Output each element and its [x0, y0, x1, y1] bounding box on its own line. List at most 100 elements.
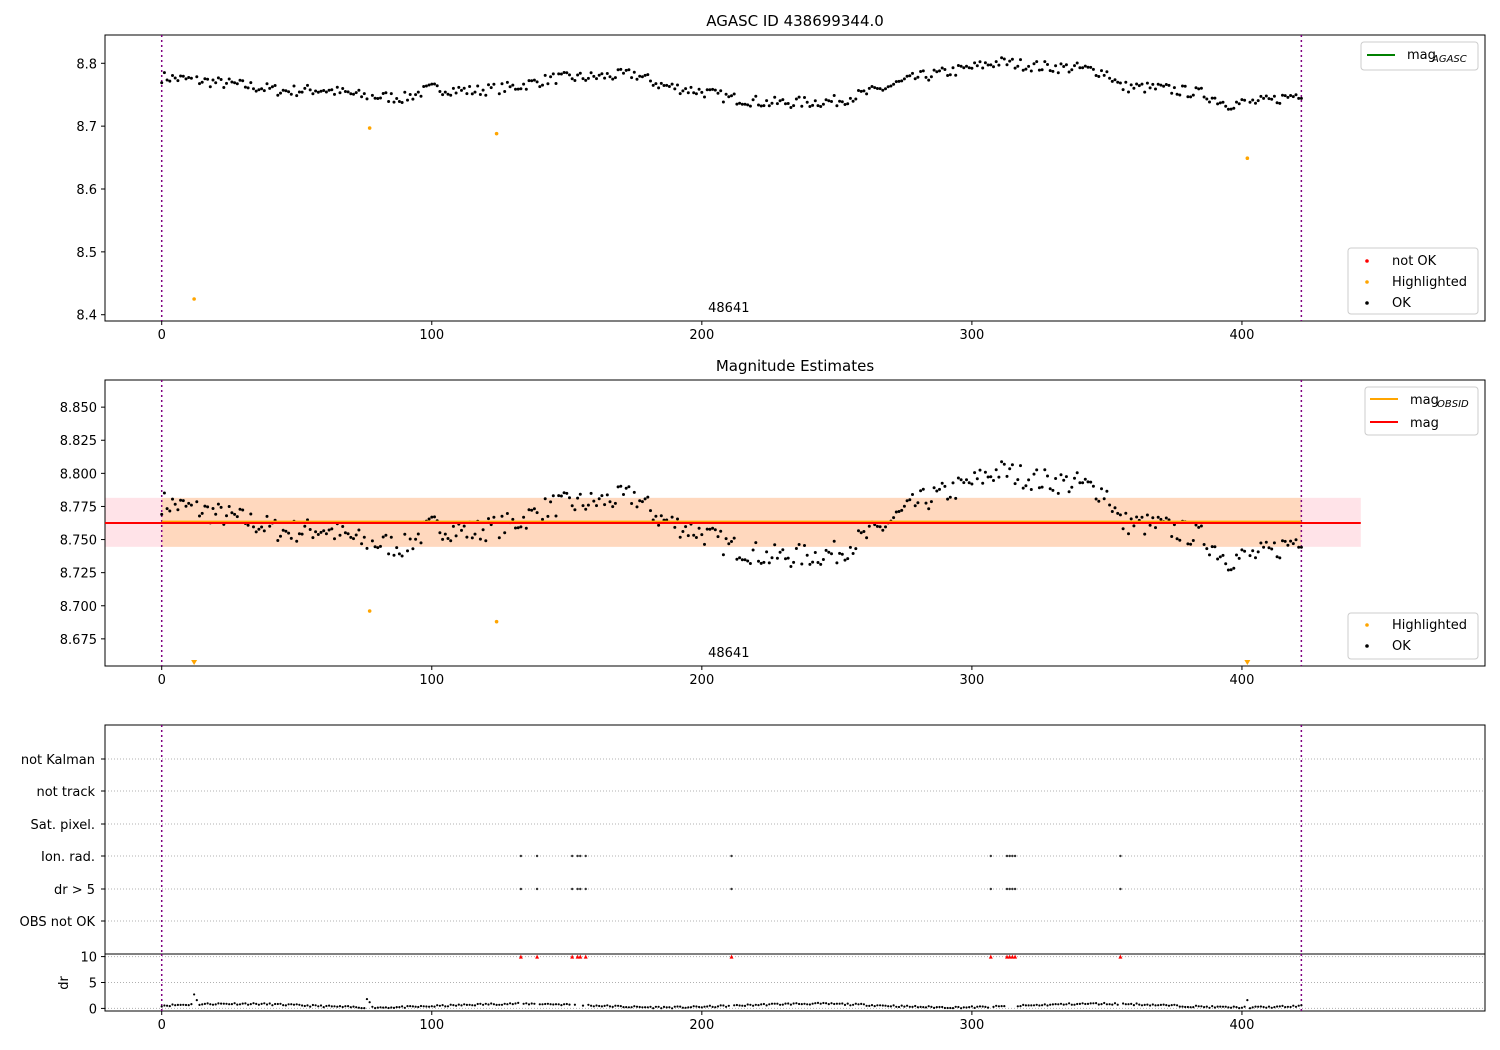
- ok-point: [497, 536, 501, 540]
- ok-point: [603, 503, 607, 507]
- dr-point: [735, 1003, 739, 1007]
- ok-point: [838, 551, 842, 555]
- dr-point: [363, 1007, 366, 1010]
- ok-point: [654, 82, 658, 86]
- ok-point: [1005, 63, 1009, 67]
- ok-point: [638, 74, 642, 78]
- dr-point: [265, 1003, 269, 1006]
- y-tick-label: 0: [89, 1002, 97, 1017]
- dr-point: [292, 1003, 296, 1006]
- dr-point: [914, 1004, 917, 1008]
- dr-point: [252, 1002, 255, 1005]
- y-tick-label: 8.4: [76, 309, 97, 324]
- ok-point: [181, 499, 185, 503]
- ok-point: [187, 501, 191, 505]
- ok-point: [362, 535, 366, 539]
- ok-point: [160, 81, 164, 85]
- dr-point: [1176, 1004, 1179, 1007]
- flag-point-dr5: [1011, 887, 1014, 891]
- ok-point: [970, 66, 974, 70]
- ok-point: [1140, 515, 1144, 519]
- ok-point: [848, 96, 852, 100]
- ok-point: [1054, 477, 1058, 480]
- dr-point: [195, 999, 198, 1002]
- dr-point: [606, 1004, 609, 1007]
- dr-point: [365, 997, 369, 1001]
- dr-point: [1230, 1006, 1233, 1009]
- ok-point: [857, 529, 860, 533]
- dr-point: [446, 1005, 450, 1008]
- dr-point: [657, 1005, 660, 1008]
- ok-point: [797, 95, 801, 99]
- ok-point: [235, 515, 239, 519]
- dr-point: [776, 1002, 779, 1005]
- ok-point: [1175, 92, 1179, 96]
- dr-point: [1027, 1004, 1030, 1007]
- dr-point: [911, 1005, 914, 1009]
- ok-point: [775, 556, 779, 560]
- dr-point: [689, 1006, 693, 1009]
- ok-point: [686, 91, 690, 95]
- ok-point: [1046, 63, 1049, 66]
- ok-point: [576, 73, 580, 77]
- dr-point: [884, 1004, 887, 1007]
- ok-point: [370, 93, 374, 97]
- dr-point: [417, 1005, 420, 1009]
- ok-point: [1281, 539, 1284, 543]
- ok-point: [171, 497, 174, 501]
- ok-point: [992, 65, 995, 69]
- ok-point: [254, 530, 258, 534]
- ok-point: [1035, 60, 1039, 64]
- ok-point: [1178, 93, 1182, 97]
- ok-point: [1108, 76, 1112, 80]
- dr-point: [644, 1006, 647, 1009]
- ok-point: [859, 531, 863, 535]
- ok-point: [433, 515, 436, 519]
- ok-point: [1156, 82, 1160, 86]
- ok-point: [414, 537, 418, 541]
- ok-point: [700, 90, 704, 94]
- dr-point: [255, 1002, 258, 1006]
- ok-point: [835, 104, 839, 108]
- dr-point: [1065, 1003, 1068, 1006]
- dr-point: [560, 1004, 563, 1007]
- ok-point: [878, 525, 882, 529]
- dr-point: [441, 1004, 444, 1007]
- ok-point: [443, 90, 447, 94]
- dr-point: [1130, 1002, 1133, 1006]
- ok-point: [716, 91, 720, 95]
- ok-point: [241, 508, 245, 512]
- ok-point: [1164, 83, 1168, 86]
- dr-clipped-marker: [1007, 954, 1012, 959]
- ok-point: [435, 84, 439, 88]
- dr-point: [1108, 1003, 1111, 1006]
- ok-point: [697, 87, 701, 91]
- ok-point: [514, 526, 517, 530]
- ok-point: [530, 79, 534, 83]
- ok-point: [775, 102, 779, 106]
- dr-point: [833, 1002, 836, 1006]
- ok-point: [352, 537, 355, 541]
- ok-point: [676, 83, 679, 87]
- ok-point: [813, 99, 817, 103]
- ok-point: [832, 94, 836, 97]
- ok-point: [1170, 535, 1174, 538]
- ok-point: [994, 468, 998, 472]
- ok-point: [1159, 83, 1163, 87]
- ok-point: [681, 89, 685, 93]
- dr-point: [876, 1004, 879, 1007]
- flag-point-ion-rad: [571, 854, 574, 858]
- ok-point: [395, 97, 399, 100]
- ok-point: [611, 77, 615, 81]
- ok-point: [765, 99, 769, 103]
- dr-point: [795, 1002, 798, 1005]
- ok-point: [1175, 537, 1179, 541]
- dr-point: [282, 1004, 285, 1007]
- ok-point: [168, 509, 172, 513]
- dr-point: [1146, 1003, 1149, 1006]
- flag-point-dr5: [584, 887, 587, 891]
- ok-point: [511, 83, 515, 87]
- ok-point: [387, 100, 391, 103]
- flag-label: not Kalman: [21, 753, 95, 768]
- dr-point: [455, 1004, 458, 1007]
